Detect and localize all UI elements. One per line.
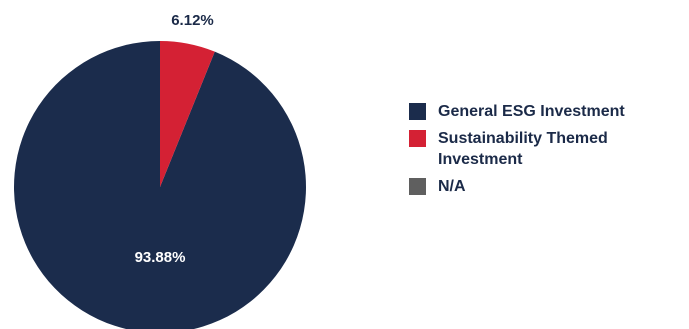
pie-slice-0 xyxy=(14,41,306,329)
legend-label-2: N/A xyxy=(438,178,466,195)
legend-swatch-2 xyxy=(409,178,426,195)
legend: General ESG Investment Sustainability The… xyxy=(409,101,684,203)
pie-slice-label-0: 93.88% xyxy=(135,249,186,266)
pie-slice-label-1: 6.12% xyxy=(171,12,214,29)
legend-swatch-0 xyxy=(409,103,426,120)
legend-swatch-1 xyxy=(409,130,426,147)
pie-slice-1 xyxy=(160,41,215,187)
legend-item-0: General ESG Investment xyxy=(409,101,684,122)
legend-item-2: N/A xyxy=(409,176,684,197)
legend-label-1: Sustainability Themed Investment xyxy=(438,130,608,168)
legend-item-1: Sustainability Themed Investment xyxy=(409,128,684,170)
legend-label-0: General ESG Investment xyxy=(438,103,625,120)
